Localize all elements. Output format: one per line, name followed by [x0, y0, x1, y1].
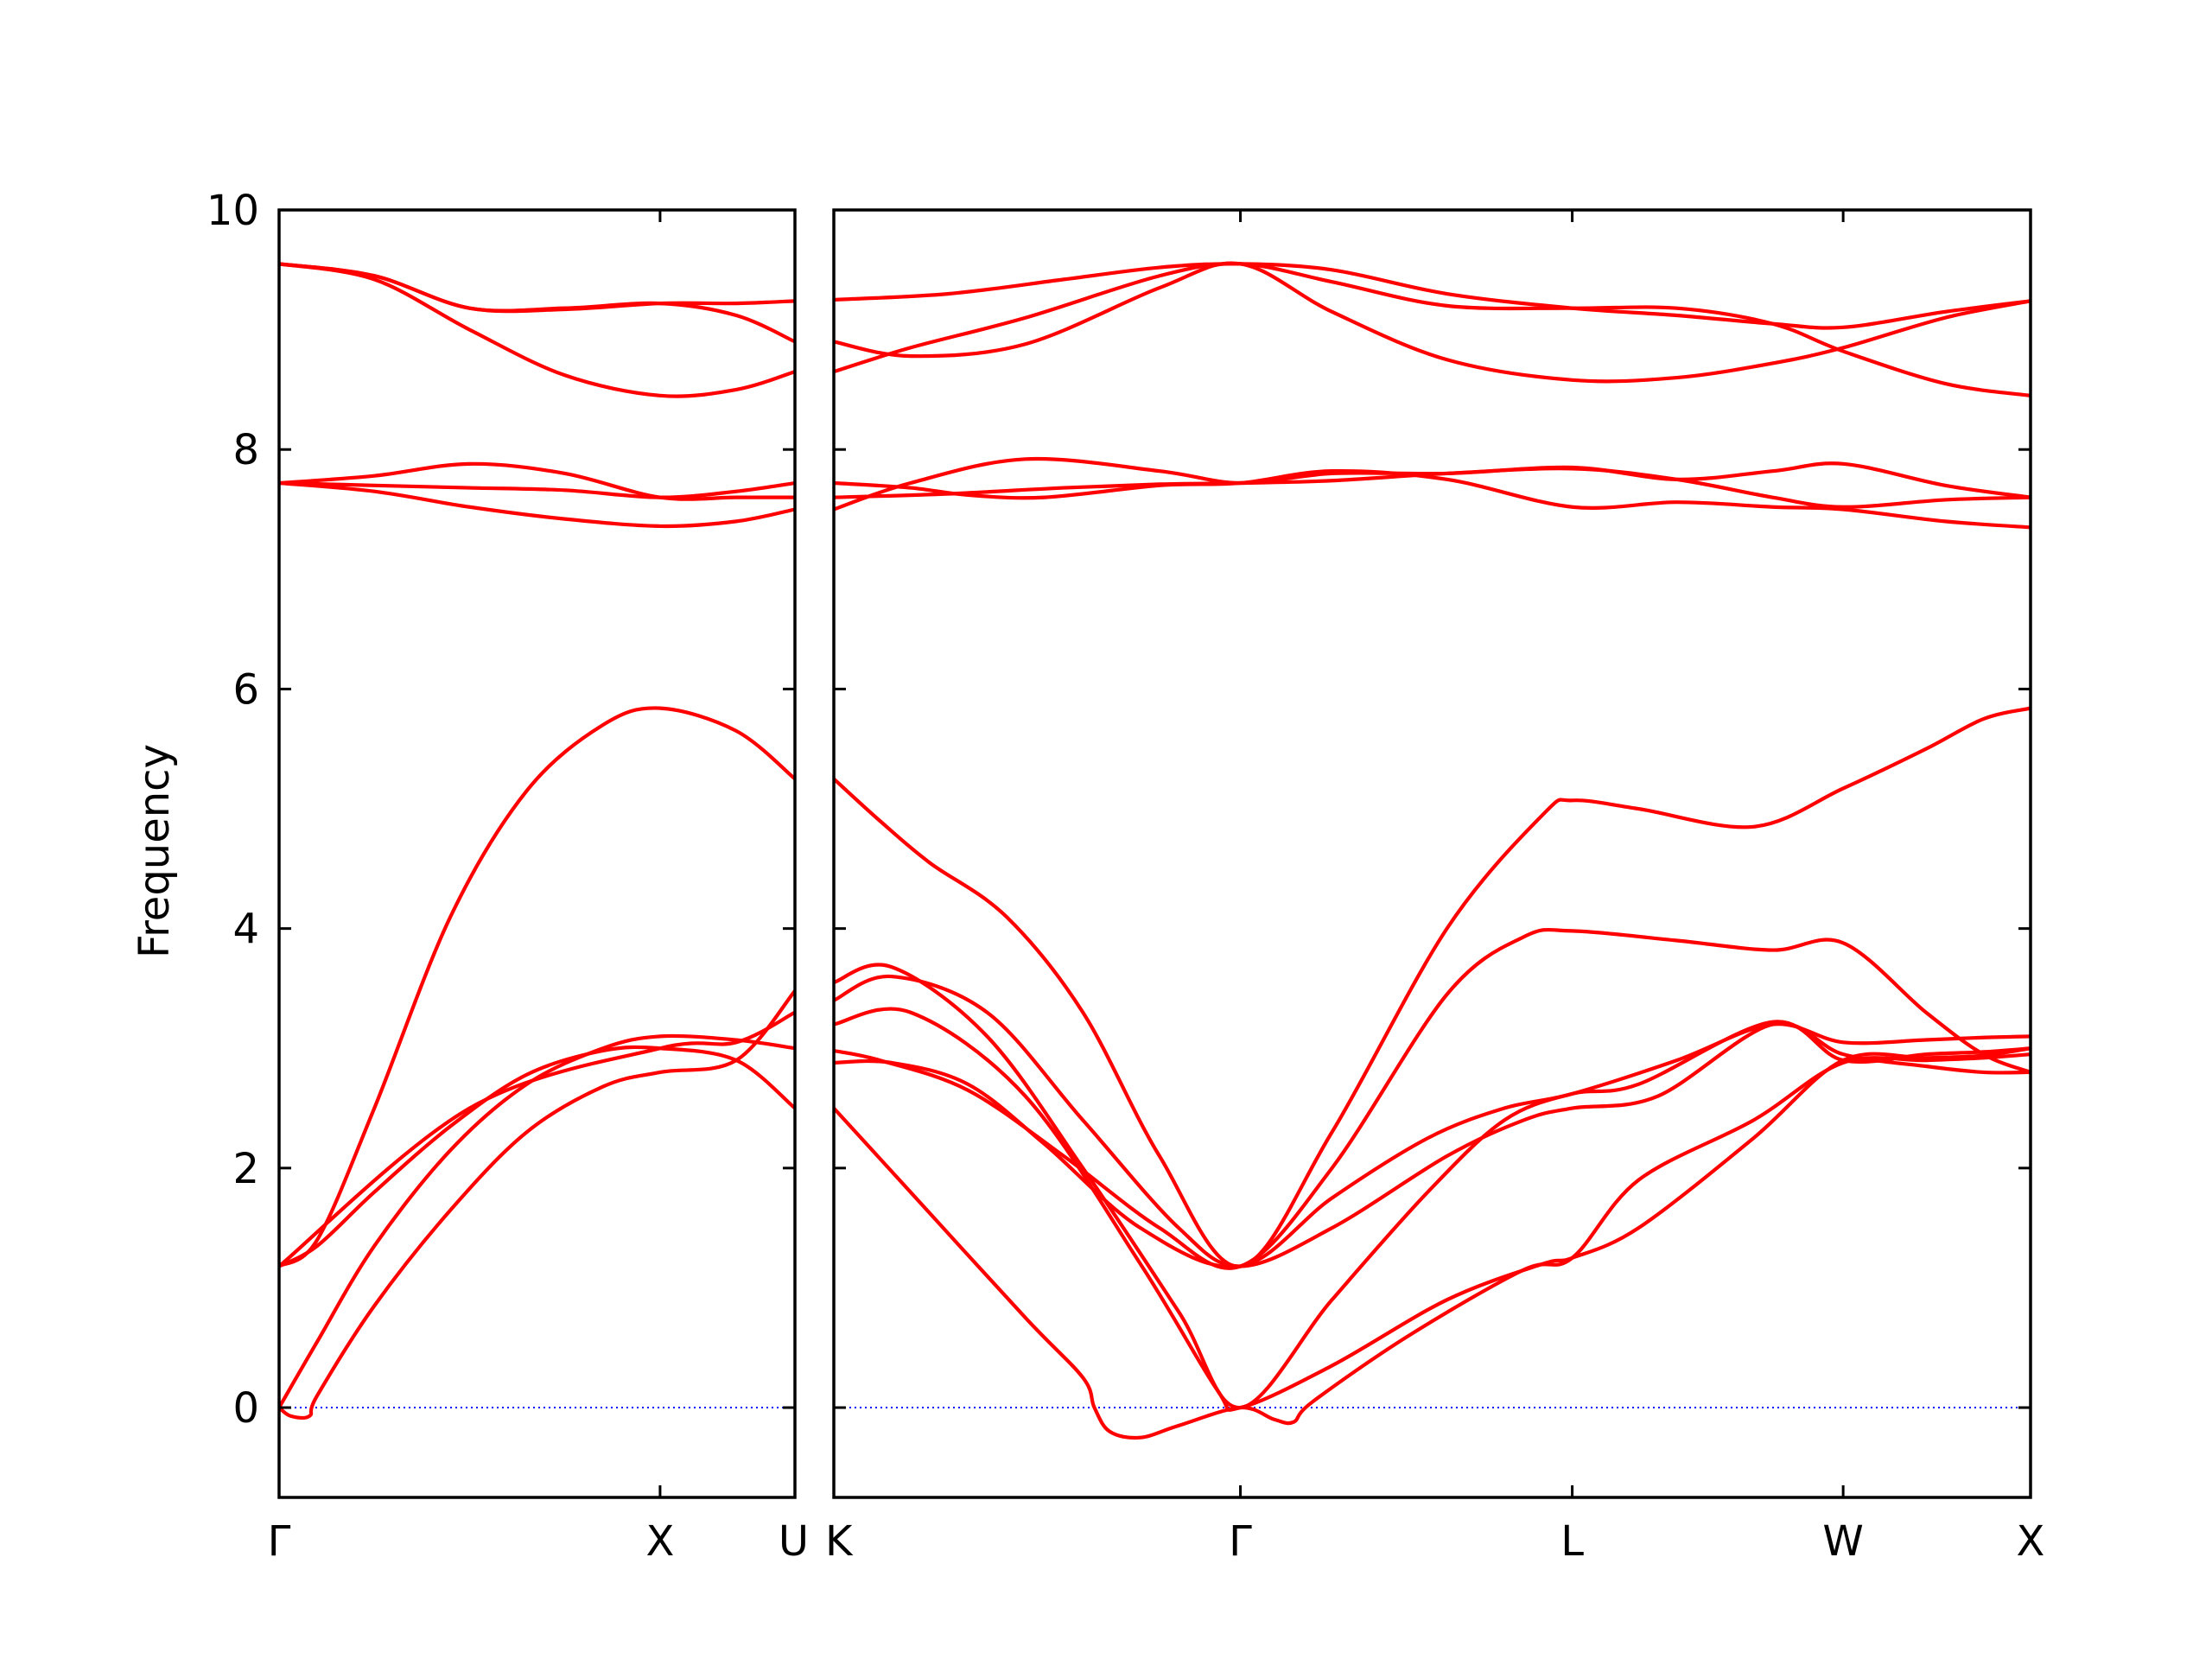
- band-9: [279, 1033, 795, 1410]
- x-tick-label: U: [779, 1517, 809, 1566]
- band-6: [834, 467, 2031, 509]
- plot-frame: [277, 208, 797, 1499]
- band-4: [279, 461, 795, 501]
- x-tick-label: L: [1560, 1517, 1584, 1566]
- y-axis-label: Frequency: [130, 744, 179, 958]
- band-7: [279, 706, 795, 1268]
- band-4: [834, 456, 2031, 512]
- band-2: [279, 262, 795, 398]
- y-tick-label: 6: [232, 665, 259, 714]
- x-tick-label: K: [825, 1517, 854, 1566]
- band-lines: [834, 261, 2031, 1440]
- band-11: [279, 1010, 795, 1268]
- band-6: [279, 480, 795, 499]
- band-5: [834, 468, 2031, 530]
- x-tick-label: Γ: [1229, 1517, 1252, 1566]
- band-3: [279, 262, 795, 344]
- y-tick-label: 10: [207, 187, 259, 235]
- band-9: [834, 927, 2031, 1270]
- x-tick-label: Γ: [268, 1517, 291, 1566]
- x-tick-label: W: [1822, 1517, 1863, 1566]
- band-10: [279, 988, 795, 1421]
- band-5: [279, 480, 795, 529]
- y-tick-label: 0: [232, 1384, 259, 1433]
- band-1: [834, 262, 2031, 330]
- x-tick-label: X: [645, 1517, 674, 1566]
- band-12: [834, 1052, 2031, 1440]
- band-2: [834, 262, 2031, 397]
- y-axis: 0 2 4 6 8 10: [207, 187, 259, 1433]
- y-tick-label: 8: [232, 426, 259, 474]
- y-tick-label: 4: [232, 906, 259, 954]
- y-tick-label: 2: [232, 1145, 259, 1193]
- band-8: [279, 1045, 795, 1268]
- plot-frame: [832, 208, 2032, 1499]
- x-tick-label: X: [2017, 1517, 2045, 1566]
- band-lines: [279, 262, 795, 1421]
- band-3: [834, 261, 2031, 384]
- band-10: [834, 974, 2031, 1268]
- band-13: [834, 1007, 2031, 1412]
- band-11: [834, 963, 2031, 1410]
- band-7: [834, 706, 2031, 1268]
